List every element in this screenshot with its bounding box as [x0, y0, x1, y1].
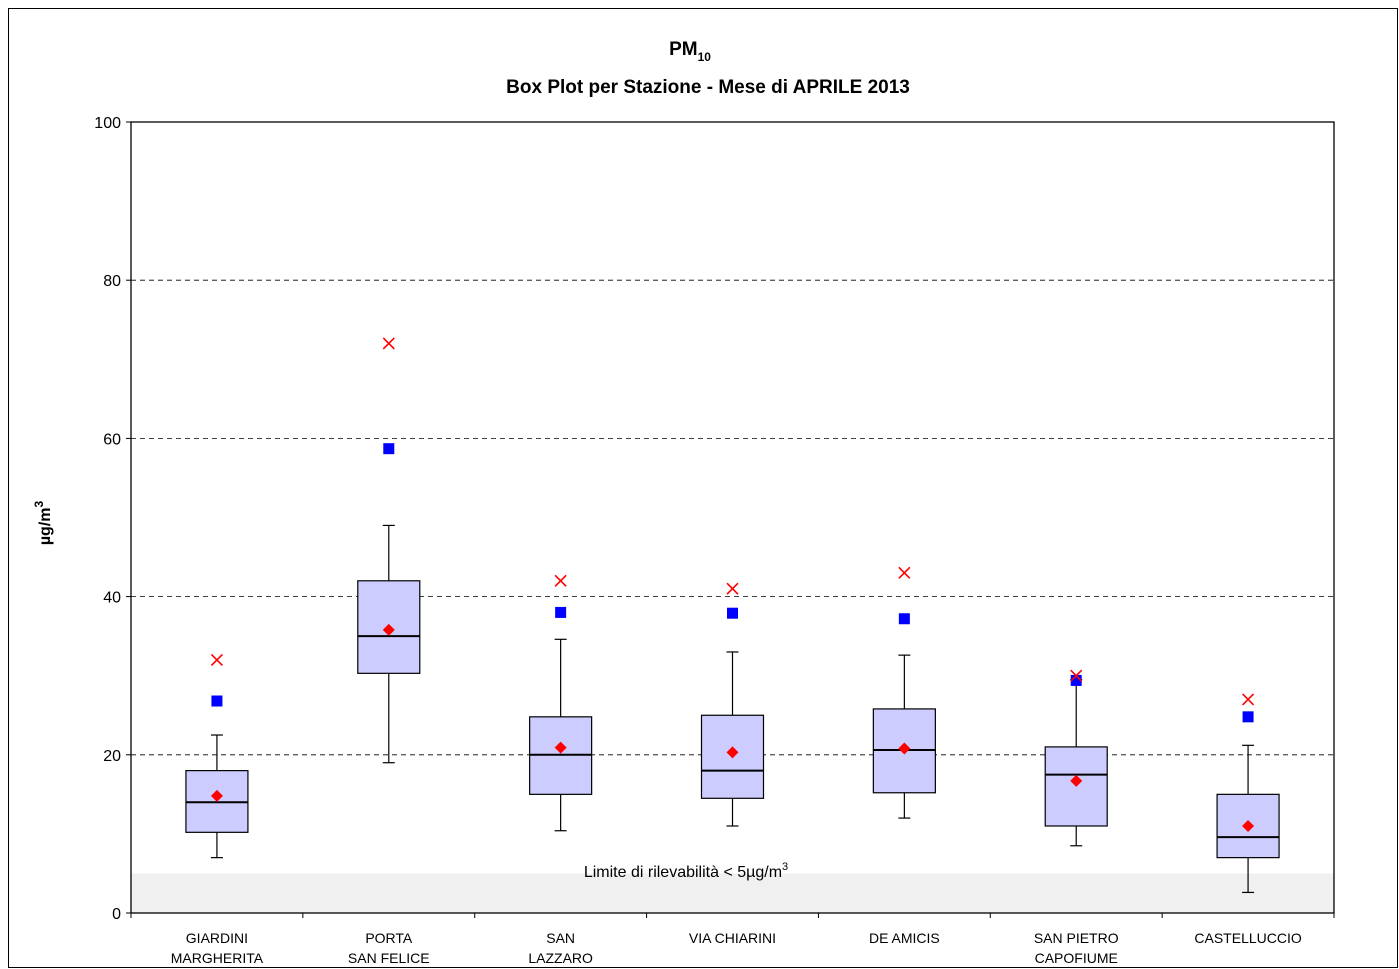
max-cross-marker — [1242, 693, 1255, 706]
detection-limit-band — [131, 873, 1334, 913]
chart-frame — [8, 8, 1398, 968]
title-subscript: 10 — [698, 50, 712, 64]
x-category-label-6: SAN PIETRO CAPOFIUME — [1034, 930, 1119, 966]
max-cross-marker — [726, 582, 739, 595]
mean-marker — [1070, 774, 1083, 787]
x-category-label-line: GIARDINI — [186, 930, 248, 946]
y-tick-label-20: 20 — [103, 748, 121, 765]
x-category-label-line: DE AMICIS — [869, 930, 940, 946]
x-category-label-line: VIA CHIARINI — [689, 930, 776, 946]
box-station-1 — [185, 653, 249, 859]
y-tick-label-60: 60 — [103, 431, 121, 448]
x-category-label-5: DE AMICIS — [869, 930, 940, 946]
max-cross-marker — [898, 566, 911, 579]
x-category-label-line: MARGHERITA — [171, 950, 264, 966]
mean-marker — [898, 742, 911, 755]
x-category-label-3: SAN LAZZARO — [528, 930, 593, 966]
blue-square-marker — [727, 607, 738, 619]
box-station-6 — [1044, 669, 1108, 847]
max-cross-marker — [554, 574, 567, 587]
max-cross-marker — [210, 653, 223, 666]
chart-title: PM10 — [669, 39, 711, 64]
mean-marker — [210, 789, 223, 802]
detection-limit-label-superscript: 3 — [782, 861, 788, 873]
mean-marker — [382, 623, 395, 636]
x-category-label-line: LAZZARO — [528, 950, 593, 966]
box-station-7 — [1216, 693, 1280, 894]
detection-limit-label: Limite di rilevabilità < 5µg/m3 — [584, 861, 788, 881]
x-category-label-line: CAPOFIUME — [1035, 950, 1118, 966]
plot-area-border — [130, 121, 1335, 914]
box-iqr — [1044, 746, 1108, 827]
y-axis-label-superscript: 3 — [32, 501, 46, 508]
y-tick-label-80: 80 — [103, 273, 121, 290]
blue-square-marker — [898, 613, 910, 625]
blue-square-marker — [211, 695, 223, 707]
x-category-label-line: SAN — [546, 930, 575, 946]
y-tick-label-0: 0 — [112, 906, 121, 923]
title-main: PM — [669, 39, 698, 60]
box-station-4 — [700, 582, 765, 827]
chart-subtitle: Box Plot per Stazione - Mese di APRILE 2… — [506, 77, 910, 98]
mean-marker — [1242, 819, 1255, 832]
blue-square-marker — [555, 606, 567, 618]
x-category-label-line: PORTA — [365, 930, 413, 946]
detection-limit-label-main: Limite di rilevabilità < 5µg/m — [584, 864, 782, 881]
mean-marker — [554, 741, 567, 754]
x-category-label-line: SAN FELICE — [348, 950, 430, 966]
y-tick-label-100: 100 — [94, 115, 121, 132]
box-station-2 — [357, 337, 421, 764]
x-category-label-1: GIARDINI MARGHERITA — [171, 930, 264, 966]
y-tick-label-40: 40 — [103, 590, 121, 607]
x-category-label-line: SAN PIETRO — [1034, 930, 1119, 946]
blue-square-marker — [1070, 674, 1082, 686]
x-category-label-7: CASTELLUCCIO — [1194, 930, 1301, 946]
y-axis-label-main: µg/m — [37, 508, 54, 546]
blue-square-marker — [383, 443, 395, 455]
x-category-label-4: VIA CHIARINI — [689, 930, 776, 946]
blue-square-marker — [1242, 711, 1254, 723]
max-cross-marker — [382, 337, 395, 350]
box-station-5 — [872, 566, 936, 819]
x-category-label-line: CASTELLUCCIO — [1194, 930, 1301, 946]
max-cross-marker — [1070, 669, 1083, 682]
mean-marker — [726, 746, 739, 759]
x-category-label-2: PORTA SAN FELICE — [348, 930, 430, 966]
box-station-3 — [529, 574, 593, 832]
y-axis-label: µg/m3 — [32, 501, 54, 546]
